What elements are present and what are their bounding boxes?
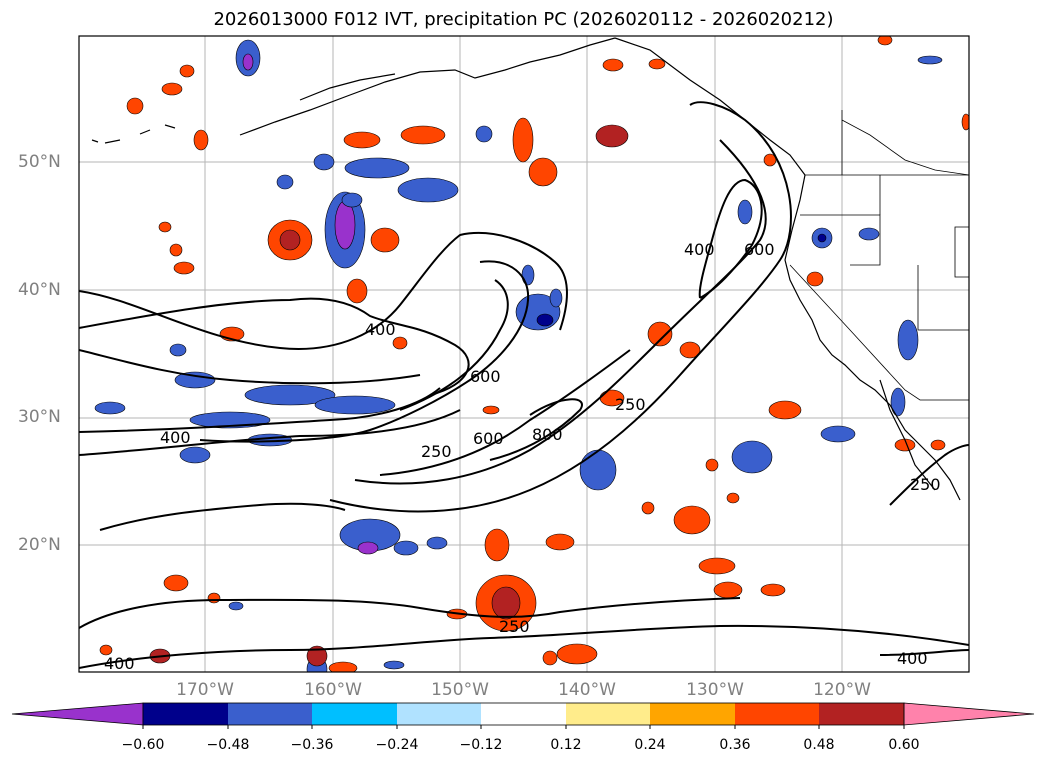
contour-label-8: 250 <box>615 395 646 414</box>
coastlines <box>91 37 961 501</box>
colorbar-segment <box>566 703 650 725</box>
colorbar-segment <box>819 703 904 725</box>
colorbar-tick: 0.12 <box>550 737 582 753</box>
contour-label-1: 400 <box>365 320 396 339</box>
colorbar-segment <box>650 703 735 725</box>
colorbar-tick: −0.48 <box>206 737 250 753</box>
lat-label-50n: 50°N <box>18 152 61 172</box>
colorbar-segment <box>143 703 228 725</box>
contour-label-2: 600 <box>470 367 501 386</box>
map-frame <box>78 35 970 673</box>
contour-label-9: 400 <box>160 428 191 447</box>
colorbar-segment <box>312 703 397 725</box>
contour-label-13: 400 <box>897 649 928 668</box>
ivt-contours <box>79 101 969 669</box>
colorbar-segment <box>735 703 819 725</box>
colorbar-tick: −0.60 <box>121 737 165 753</box>
colorbar-segment <box>228 703 312 725</box>
colorbar-tick: −0.12 <box>459 737 503 753</box>
colorbar-tick: −0.24 <box>375 737 419 753</box>
lon-label-120w: 120°W <box>813 680 871 700</box>
contour-label-7: 800 <box>532 425 563 444</box>
state-borders <box>789 110 969 401</box>
colorbar <box>11 702 1035 729</box>
colorbar-tick: 0.24 <box>634 737 666 753</box>
contour-label-3: 400 <box>684 240 715 259</box>
lat-label-30n: 30°N <box>18 407 61 427</box>
ivt-contour-labels: 400 600 400 600 250 600 800 250 400 250 … <box>104 240 941 673</box>
colorbar-extend-high <box>903 702 1035 726</box>
colorbar-tick: 0.48 <box>803 737 835 753</box>
contour-label-4: 600 <box>744 240 775 259</box>
colorbar-extend-low <box>11 702 144 726</box>
colorbar-segment <box>481 703 566 725</box>
lat-label-20n: 20°N <box>18 535 61 555</box>
colorbar-tick: 0.60 <box>888 737 920 753</box>
precipitation-shading <box>94 36 969 672</box>
lon-label-150w: 150°W <box>431 680 489 700</box>
lon-label-130w: 130°W <box>686 680 744 700</box>
contour-label-11: 250 <box>499 617 530 636</box>
lon-label-160w: 160°W <box>304 680 362 700</box>
contour-label-6: 600 <box>473 429 504 448</box>
colorbar-outline <box>142 702 905 726</box>
map-title: 2026013000 F012 IVT, precipitation PC (2… <box>213 9 834 30</box>
lat-label-40n: 40°N <box>18 280 61 300</box>
contour-label-12: 400 <box>104 654 135 673</box>
contour-label-5: 250 <box>421 442 452 461</box>
colorbar-tick: 0.36 <box>719 737 751 753</box>
lon-label-140w: 140°W <box>558 680 616 700</box>
contour-label-10: 250 <box>910 475 941 494</box>
colorbar-segment <box>397 703 481 725</box>
lon-label-170w: 170°W <box>176 680 234 700</box>
colorbar-tick: −0.36 <box>290 737 334 753</box>
